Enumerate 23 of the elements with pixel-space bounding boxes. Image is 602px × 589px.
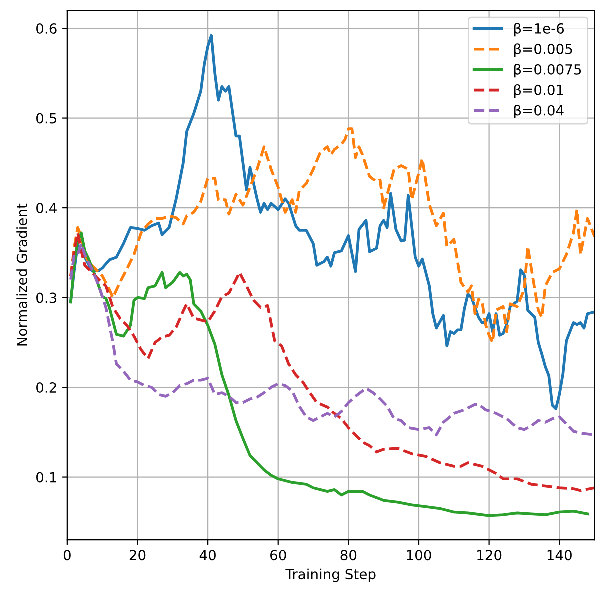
x-tick-label: 140 [548,550,572,561]
y-tick-label: 0.1 [36,472,56,483]
x-tick-label: 40 [200,550,216,561]
y-tick-label: 0.3 [36,292,57,304]
x-tick-label: 0 [64,550,71,561]
x-tick-label: 80 [340,550,357,561]
line-series [70,128,595,344]
legend-label: β=0.0075 [514,64,582,78]
y-tick-label: 0.4 [36,203,57,214]
y-tick-label: 0.2 [36,382,56,394]
x-tick-label: 120 [478,550,502,561]
y-axis-title: Normalized Gradient [16,204,28,346]
line-series [70,242,595,436]
y-tick-label: 0.6 [36,24,57,34]
x-tick-label: 20 [130,550,146,561]
y-tick-label: 0.5 [36,113,56,124]
legend-label: β=0.005 [514,44,572,58]
x-axis-title: Training Step [286,568,376,582]
x-tick-label: 60 [270,550,286,561]
legend-label: β=1e-6 [514,23,564,37]
legend-label: β=0.01 [514,84,564,98]
legend-label: β=0.04 [514,104,564,119]
x-tick-label: 100 [407,550,432,561]
